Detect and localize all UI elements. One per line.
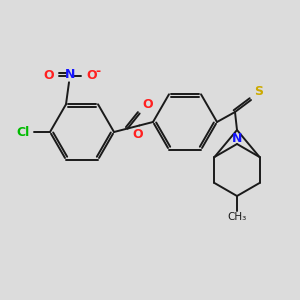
Text: O: O (132, 128, 143, 142)
Text: N: N (65, 68, 75, 81)
Text: -: - (95, 65, 100, 78)
Text: O: O (143, 98, 153, 112)
Text: O: O (86, 69, 97, 82)
Text: O: O (44, 69, 54, 82)
Text: N: N (232, 132, 242, 145)
Text: CH₃: CH₃ (227, 212, 247, 222)
Text: S: S (254, 85, 263, 98)
Text: Cl: Cl (17, 125, 30, 139)
